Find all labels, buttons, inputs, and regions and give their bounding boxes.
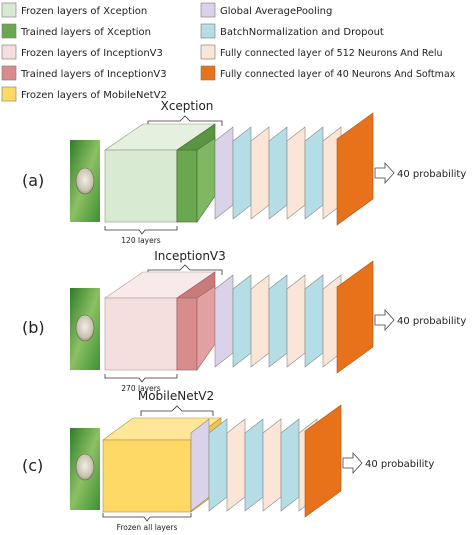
legend-item-frozen-inception: Frozen layers of InceptionV3 [1, 44, 163, 60]
fc-512-layer-c-2 [262, 418, 282, 512]
legend-label-frozen-inception: Frozen layers of InceptionV3 [21, 48, 163, 59]
output-arrow-b [374, 308, 395, 332]
fc-512-layer-b-1 [250, 274, 270, 368]
frozen-block-a [104, 123, 216, 223]
model-name-a: Xception [161, 99, 214, 113]
legend-label-frozen-xception: Frozen layers of Xception [21, 6, 147, 17]
layers-note-b: 270 layers [121, 384, 161, 393]
fc-40-softmax-layer-c [304, 404, 342, 518]
fc-512-layer-b-2 [286, 274, 306, 368]
legend-swatch-frozen-xception [1, 2, 17, 18]
legend-label-fc-512-relu: Fully connected layer of 512 Neurons And… [220, 48, 443, 59]
layers-brace-b [104, 374, 178, 383]
insect-icon [75, 167, 95, 195]
output-arrow-c [342, 451, 363, 475]
global-avg-pool-layer-c [190, 418, 210, 512]
batchnorm-layer-a-1 [232, 126, 252, 220]
legend-label-trained-xception: Trained layers of Xception [20, 27, 151, 38]
legend-label-batchnorm-dropout: BatchNormalization and Dropout [220, 27, 384, 38]
batchnorm-layer-c-3 [280, 418, 300, 512]
legend-item-batchnorm-dropout: BatchNormalization and Dropout [200, 23, 384, 39]
input-image-a [70, 140, 100, 222]
insect-icon [75, 314, 95, 342]
legend-swatch-global-avg-pool [200, 2, 216, 18]
legend-swatch-trained-inception [1, 65, 17, 81]
batchnorm-layer-b-2 [268, 274, 288, 368]
fc-40-softmax-layer-a [336, 112, 374, 226]
insect-icon [75, 453, 95, 481]
legend-item-fc-40-softmax: Fully connected layer of 40 Neurons And … [200, 65, 456, 81]
legend-label-trained-inception: Trained layers of InceptionV3 [20, 69, 167, 80]
legend-swatch-frozen-mobilenet [1, 86, 17, 102]
fc-40-softmax-layer-b [336, 260, 374, 374]
legend-item-trained-inception: Trained layers of InceptionV3 [1, 65, 167, 81]
model-name-c: MobileNetV2 [138, 389, 214, 403]
output-arrow-a [374, 161, 395, 185]
legend-item-fc-512-relu: Fully connected layer of 512 Neurons And… [200, 44, 443, 60]
legend-item-frozen-mobilenet: Frozen layers of MobileNetV2 [1, 86, 167, 102]
batchnorm-layer-c-1 [208, 418, 228, 512]
legend-label-fc-40-softmax: Fully connected layer of 40 Neurons And … [220, 69, 456, 80]
panel-label-c: (c) [22, 456, 43, 475]
panel-c: (c) MobileNetV2 Frozen all layers 40 pro… [22, 389, 434, 532]
global-avg-pool-layer-a [214, 126, 234, 220]
fc-512-layer-a-1 [250, 126, 270, 220]
output-label-c: 40 probability [365, 459, 434, 470]
batchnorm-layer-c-2 [244, 418, 264, 512]
trained-block-b [176, 271, 216, 371]
layers-note-a: 120 layers [121, 236, 161, 245]
legend-swatch-fc-40-softmax [200, 65, 216, 81]
model-brace-b [147, 264, 223, 275]
model-brace-c [140, 405, 214, 416]
legend-item-frozen-xception: Frozen layers of Xception [1, 2, 147, 18]
batchnorm-layer-a-3 [304, 126, 324, 220]
legend-item-global-avg-pool: Global AveragePooling [200, 2, 332, 18]
layers-note-c: Frozen all layers [117, 523, 178, 532]
panel-a: (a) Xception 120 layers 40 probability [22, 99, 466, 245]
frozen-block-b [104, 271, 216, 371]
panel-label-b: (b) [22, 318, 45, 337]
legend: Frozen layers of Xception Trained layers… [1, 2, 456, 102]
legend-label-global-avg-pool: Global AveragePooling [220, 6, 332, 17]
legend-swatch-trained-xception [1, 23, 17, 39]
batchnorm-layer-b-3 [304, 274, 324, 368]
input-image-c [70, 428, 100, 510]
panel-label-a: (a) [22, 171, 44, 190]
legend-swatch-batchnorm-dropout [200, 23, 216, 39]
model-name-b: InceptionV3 [154, 249, 226, 263]
panel-b: (b) InceptionV3 270 layers 40 probabilit… [22, 249, 466, 393]
input-image-b [70, 288, 100, 370]
legend-swatch-fc-512-relu [200, 44, 216, 60]
layers-brace-c [102, 513, 192, 522]
legend-item-trained-xception: Trained layers of Xception [1, 23, 151, 39]
fc-512-layer-c-1 [226, 418, 246, 512]
legend-swatch-frozen-inception [1, 44, 17, 60]
batchnorm-layer-a-2 [268, 126, 288, 220]
fc-512-layer-a-2 [286, 126, 306, 220]
output-label-b: 40 probability [397, 316, 466, 327]
global-avg-pool-layer-b [214, 274, 234, 368]
layers-brace-a [104, 226, 178, 235]
model-brace-a [147, 115, 223, 126]
legend-label-frozen-mobilenet: Frozen layers of MobileNetV2 [21, 90, 167, 101]
batchnorm-layer-b-1 [232, 274, 252, 368]
output-label-a: 40 probability [397, 169, 466, 180]
